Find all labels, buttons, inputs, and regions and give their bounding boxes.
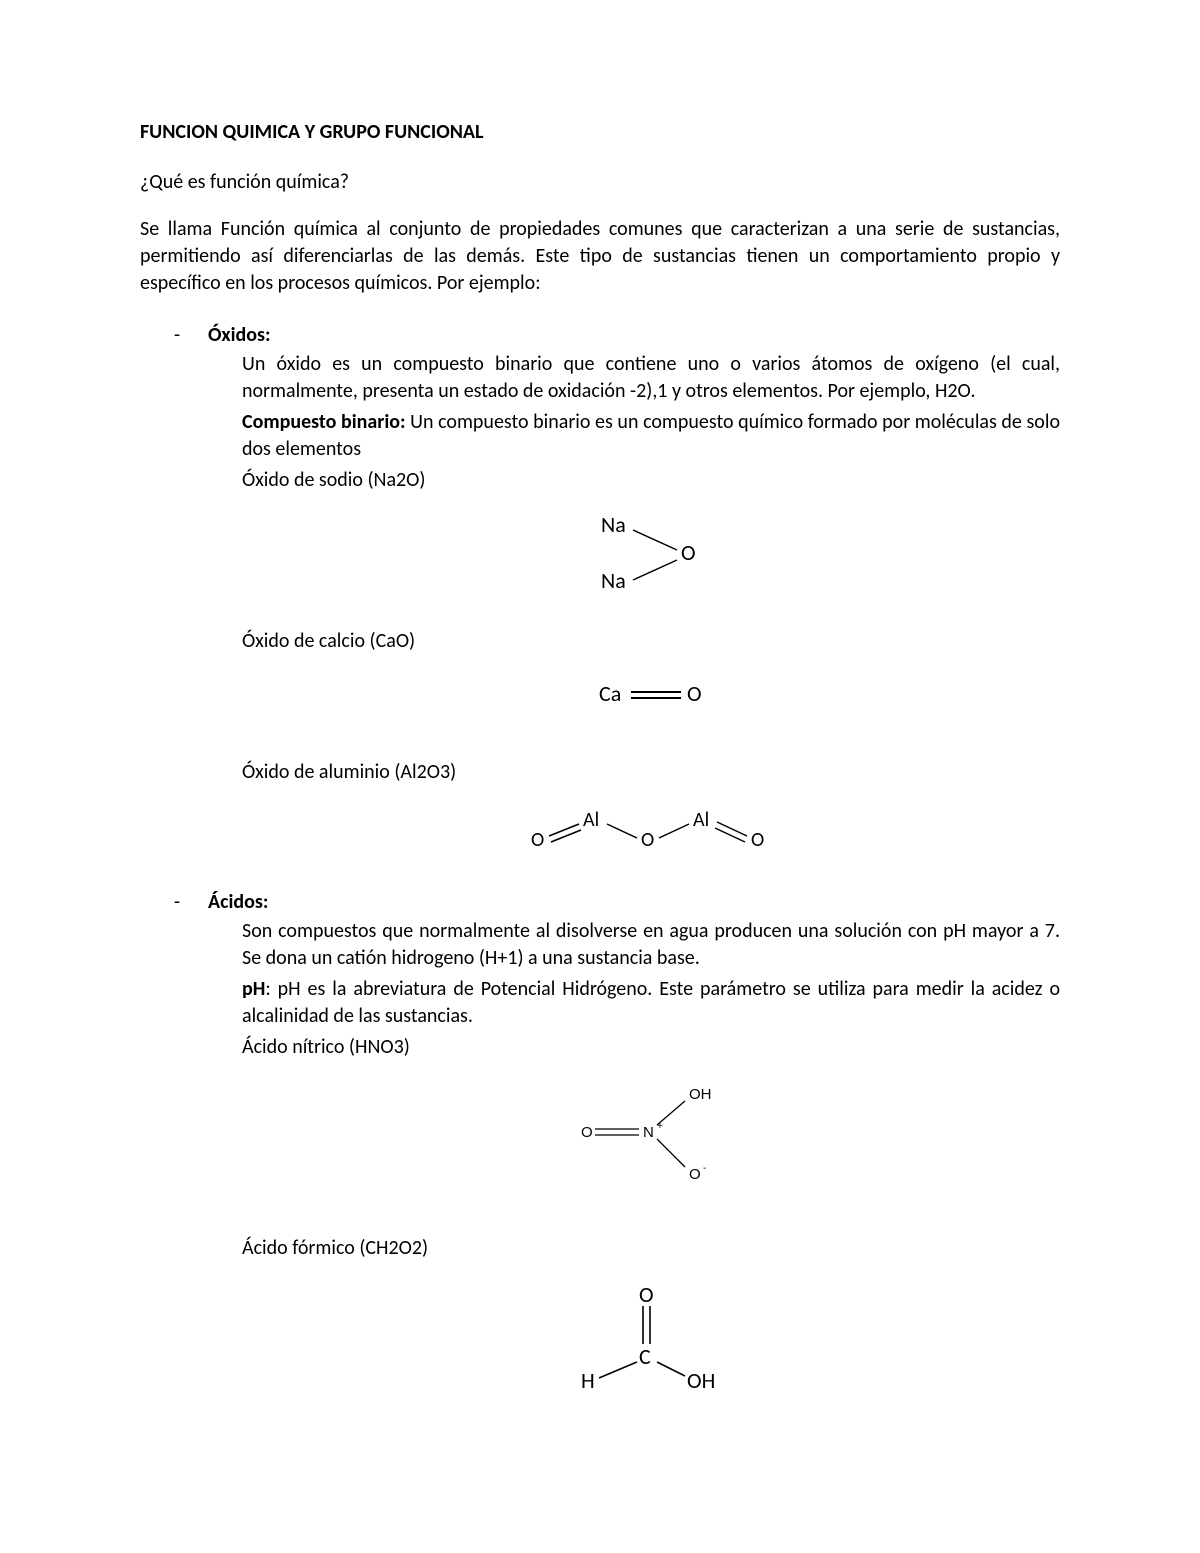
bullet-dash: - [174,323,208,347]
bond-line [549,824,579,836]
section-acidos: - Ácidos: Son compuestos que normalmente… [140,890,1060,1404]
bond-line [657,1139,685,1167]
bond-line [607,824,637,838]
al2o3-o2: O [641,828,654,852]
acidos-ex1: Ácido nítrico (HNO3) [242,1034,1060,1061]
section-body-acidos: Son compuestos que normalmente al disolv… [174,918,1060,1404]
bond-line [551,830,581,842]
al2o3-o3: O [751,828,764,852]
section-head-acidos: Ácidos: [208,890,268,914]
diagram-hno3: O N + OH O - [242,1075,1060,1203]
acidos-p2-rest: : pH es la abreviatura de Potencial Hidr… [242,977,1060,1028]
intro-paragraph: Se llama Función química al conjunto de … [140,216,1060,297]
bond-line [717,822,747,836]
na2o-na-top: Na [601,511,626,538]
oxidos-ex2: Óxido de calcio (CaO) [242,628,1060,655]
bond-line [633,530,677,550]
cao-o: O [687,680,702,707]
hno3-oh: OH [689,1086,712,1103]
bullet-dash: - [174,890,208,914]
hno3-om: O [689,1166,701,1183]
diagram-na2o: Na Na O [242,508,1060,606]
ch2o2-oh: OH [687,1367,715,1394]
section-head-oxidos: Óxidos: [208,323,270,347]
na2o-o: O [681,539,696,566]
bullet-row: - Óxidos: [174,323,1060,347]
al2o3-al2: Al [693,808,709,832]
oxidos-p2-bold: Compuesto binario: [242,410,406,434]
bond-line [599,1362,637,1378]
al2o3-o1: O [531,828,544,852]
ch2o2-h: H [581,1367,595,1394]
acidos-p1: Son compuestos que normalmente al disolv… [242,918,1060,972]
section-body-oxidos: Un óxido es un compuesto binario que con… [174,351,1060,868]
bond-line [657,1101,685,1125]
bond-line [633,560,677,580]
diagram-al2o3: O Al O Al O [242,800,1060,868]
na2o-na-bot: Na [601,567,626,594]
oxidos-ex1: Óxido de sodio (Na2O) [242,467,1060,494]
section-oxidos: - Óxidos: Un óxido es un compuesto binar… [140,323,1060,868]
question-line: ¿Qué es función química? [140,170,1060,194]
hno3-minus: - [703,1163,706,1174]
oxidos-p1: Un óxido es un compuesto binario que con… [242,351,1060,405]
ch2o2-o: O [639,1281,654,1308]
al2o3-al1: Al [583,808,599,832]
diagram-ch2o2: C H O OH [242,1276,1060,1404]
acidos-p2-bold: pH [242,977,265,1001]
page-title: FUNCION QUIMICA Y GRUPO FUNCIONAL [140,120,1060,144]
document-page: FUNCION QUIMICA Y GRUPO FUNCIONAL ¿Qué e… [0,0,1200,1553]
hno3-o1: O [581,1124,593,1141]
oxidos-p2: Compuesto binario: Un compuesto binario … [242,409,1060,463]
acidos-p2: pH: pH es la abreviatura de Potencial Hi… [242,976,1060,1030]
ch2o2-c: C [639,1343,651,1370]
bond-line [659,824,689,838]
diagram-cao: Ca O [242,669,1060,727]
acidos-ex2: Ácido fórmico (CH2O2) [242,1235,1060,1262]
bond-line [715,828,745,842]
hno3-n: N [643,1124,654,1141]
bullet-row: - Ácidos: [174,890,1060,914]
oxidos-ex3: Óxido de aluminio (Al2O3) [242,759,1060,786]
cao-ca: Ca [599,680,621,707]
bond-line [657,1362,685,1376]
